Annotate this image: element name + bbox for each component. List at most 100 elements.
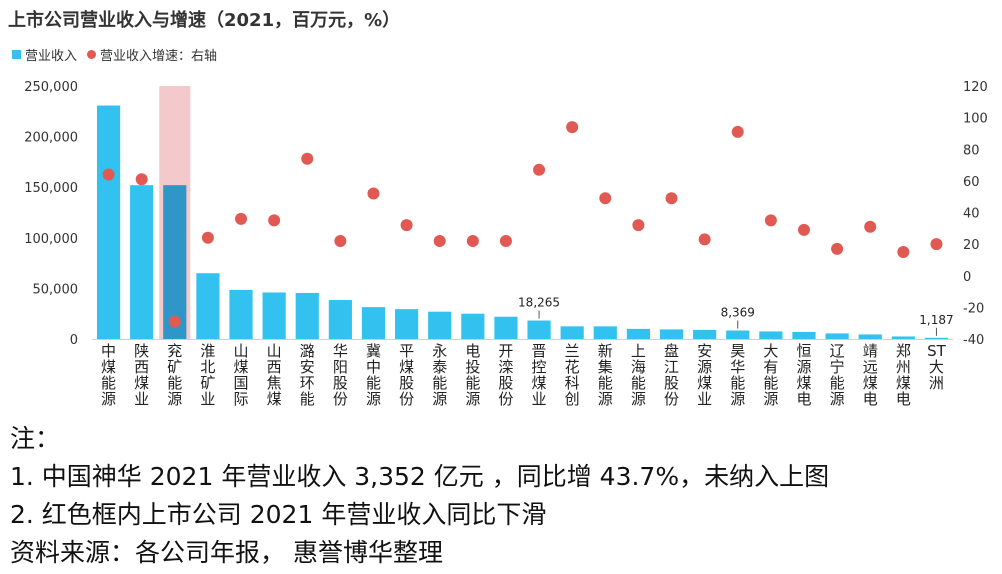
note-1: 1. 中国神华 2021 年营业收入 3,352 亿元 ，同比增 43.7%，未…	[10, 462, 830, 491]
growth-dot	[400, 219, 413, 232]
left-axis-tick-label: 200,000	[24, 131, 78, 146]
category-label: 靖远煤电	[863, 342, 878, 408]
legend-bar-swatch	[12, 50, 21, 59]
growth-dot	[201, 231, 214, 244]
category-label: 平煤股份	[399, 342, 414, 408]
bar	[924, 337, 949, 339]
notes-block: 注： 1. 中国神华 2021 年营业收入 3,352 亿元 ，同比增 43.7…	[10, 420, 829, 572]
bar	[726, 330, 750, 339]
bar	[295, 292, 319, 339]
growth-dot	[102, 168, 115, 181]
growth-dot	[168, 315, 181, 328]
growth-dot	[135, 173, 148, 186]
legend-label-revenue: 营业收入	[25, 49, 78, 64]
right-axis-tick-label: -20	[963, 301, 984, 316]
category-label: 兰花科创	[565, 342, 580, 408]
category-label: 兖矿能源	[167, 342, 182, 408]
left-axis-tick-label: 50,000	[33, 282, 79, 297]
growth-dot	[533, 163, 546, 176]
note-2: 2. 红色框内上市公司 2021 年营业收入同比下滑	[10, 500, 547, 529]
growth-dot	[466, 234, 479, 247]
growth-dot	[235, 212, 248, 225]
legend-dot-swatch	[87, 50, 97, 59]
growth-dot	[499, 234, 512, 247]
category-label: 冀中能源	[366, 342, 381, 408]
right-axis-tick-label: 80	[963, 143, 980, 158]
category-label: 安源煤业	[697, 342, 712, 408]
growth-dot	[334, 234, 347, 247]
category-label: 昊华能源	[730, 342, 745, 408]
category-label: 郑州煤电	[896, 342, 911, 408]
category-label: 辽宁能源	[830, 342, 845, 408]
right-axis-tick-label: 0	[963, 270, 971, 285]
bar	[428, 311, 452, 339]
growth-dot	[301, 152, 314, 165]
category-label: 恒源煤电	[796, 342, 811, 408]
chart-title: 上市公司营业收入与增速（2021，百万元，%）	[8, 10, 401, 31]
bar	[395, 309, 419, 339]
growth-dot	[632, 219, 645, 232]
category-label: 永泰能源	[432, 342, 447, 408]
data-label: 8,369	[721, 306, 755, 320]
growth-dot	[433, 234, 446, 247]
growth-dot	[897, 246, 910, 259]
bar	[163, 185, 187, 339]
bar	[229, 289, 253, 339]
bar	[792, 331, 816, 339]
category-label: 潞安环能	[300, 342, 315, 408]
category-label: 开滦股份	[498, 342, 513, 408]
bar	[494, 316, 518, 339]
bar	[858, 334, 882, 339]
growth-dot	[268, 214, 281, 227]
category-label: 山煤国际	[234, 342, 249, 408]
category-label: 华阳股份	[333, 342, 348, 408]
category-label: 山西焦煤	[267, 342, 282, 408]
growth-dot	[797, 223, 810, 236]
right-axis-tick-label: 20	[963, 238, 980, 253]
bar	[96, 105, 121, 339]
legend-item-revenue: 营业收入	[12, 45, 77, 64]
bar	[262, 292, 286, 339]
right-axis-tick-label: 120	[963, 80, 988, 95]
category-label: 大有能源	[763, 342, 778, 408]
growth-dot	[864, 220, 877, 233]
growth-dot	[930, 238, 943, 251]
right-axis-tick-label: 40	[963, 207, 980, 222]
bar	[461, 313, 485, 339]
bar	[626, 328, 650, 339]
note-heading: 注：	[10, 424, 61, 453]
growth-dot	[367, 187, 380, 200]
growth-dot	[731, 125, 744, 138]
bar	[759, 331, 783, 339]
category-label: 淮北矿业	[200, 342, 215, 408]
right-axis-tick-label: 100	[963, 112, 988, 127]
category-label: 上海能源	[631, 342, 646, 408]
category-label: 电投能源	[465, 342, 480, 408]
right-axis-tick-label: 60	[963, 175, 980, 190]
bar	[361, 307, 386, 339]
growth-dot	[764, 214, 777, 227]
category-label: 中煤能源	[101, 342, 116, 408]
category-label: 晋控煤业	[532, 342, 547, 408]
right-axis-tick-label: -40	[963, 333, 984, 348]
bar	[328, 300, 352, 339]
bar	[825, 333, 849, 339]
category-label: ST 大洲	[927, 342, 947, 392]
bar	[891, 336, 915, 339]
bar	[593, 326, 617, 339]
chart-svg: 0 50,000 100,000 150,000 200,000 250,000 -40 -2…	[24, 80, 988, 408]
data-label: 1,187	[919, 313, 953, 327]
data-label: 18,265	[518, 296, 560, 310]
bar	[130, 185, 154, 339]
note-source: 资料来源：各公司年报， 惠誉博华整理	[10, 538, 443, 567]
category-label: 新集能源	[598, 342, 613, 408]
bar	[659, 329, 684, 339]
category-label: 陕西煤业	[134, 342, 149, 408]
bar	[527, 320, 551, 339]
legend-label-growth: 营业收入增速：右轴	[100, 49, 218, 64]
left-axis-tick-label: 100,000	[24, 232, 78, 247]
growth-dot	[698, 233, 711, 246]
left-axis-tick-label: 150,000	[24, 181, 78, 196]
bar	[560, 326, 584, 339]
growth-dot	[831, 242, 844, 255]
